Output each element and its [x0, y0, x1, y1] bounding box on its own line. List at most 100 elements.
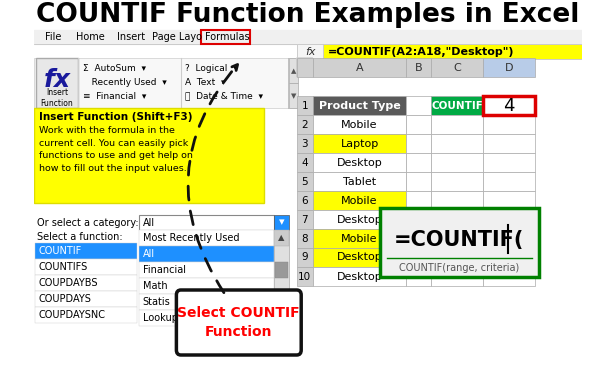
Text: Recently Used  ▾: Recently Used ▾	[83, 77, 167, 87]
Text: 8: 8	[301, 233, 308, 243]
Bar	[407, 267, 431, 286]
Bar	[139, 230, 274, 246]
Text: A  Text  ▾: A Text ▾	[185, 77, 226, 87]
Bar	[407, 229, 431, 248]
Text: 4: 4	[503, 97, 515, 114]
Bar	[297, 248, 313, 267]
Text: COUNTIF Function Examples in Excel: COUNTIF Function Examples in Excel	[36, 2, 579, 28]
Bar	[297, 134, 313, 153]
Bar	[274, 230, 288, 326]
Text: =COUNTIF(: =COUNTIF(	[394, 230, 525, 250]
Bar	[483, 229, 535, 248]
Text: Select a function:: Select a function:	[38, 232, 123, 242]
Text: COUPDAYS: COUPDAYS	[38, 294, 91, 304]
Bar	[313, 248, 407, 267]
Bar	[34, 30, 582, 44]
Bar	[313, 96, 407, 115]
Bar	[139, 278, 274, 294]
Bar	[313, 153, 407, 172]
Text: ▾: ▾	[279, 218, 284, 228]
Bar	[323, 44, 582, 59]
Text: ▲: ▲	[279, 233, 285, 242]
Bar	[34, 243, 137, 259]
Text: Math: Math	[143, 281, 167, 291]
Bar	[407, 115, 431, 134]
Text: Page Layo: Page Layo	[153, 32, 202, 42]
Bar	[431, 248, 483, 267]
Bar	[297, 191, 313, 210]
Bar	[407, 96, 431, 115]
Text: 9: 9	[301, 252, 308, 262]
Bar	[483, 134, 535, 153]
Bar	[313, 267, 407, 286]
Bar	[274, 215, 288, 230]
Bar	[407, 172, 431, 191]
Text: fx: fx	[44, 68, 71, 92]
Bar	[483, 96, 535, 115]
Bar	[407, 134, 431, 153]
Text: Most Recently Used: Most Recently Used	[143, 233, 239, 243]
Text: 7: 7	[301, 215, 308, 225]
Text: 10: 10	[298, 272, 311, 282]
Text: Lookup & Reference: Lookup & Reference	[143, 313, 240, 323]
Bar	[483, 248, 535, 267]
Bar	[407, 153, 431, 172]
Bar	[139, 310, 274, 326]
Text: Work with the formula in the
current cell. You can easily pick
functions to use : Work with the formula in the current cel…	[39, 126, 193, 172]
Text: C: C	[453, 63, 461, 73]
Bar	[313, 172, 407, 191]
Text: Insert Function (Shift+F3): Insert Function (Shift+F3)	[39, 112, 192, 122]
Text: ⌚  Date & Time  ▾: ⌚ Date & Time ▾	[185, 91, 263, 101]
Text: 6: 6	[301, 195, 308, 205]
Text: Desktop: Desktop	[337, 215, 383, 225]
Bar	[431, 115, 483, 134]
Text: Desktop: Desktop	[337, 252, 383, 262]
Bar	[313, 58, 407, 77]
Bar	[431, 134, 483, 153]
Bar	[483, 153, 535, 172]
Text: Product Type: Product Type	[319, 101, 400, 111]
Text: Select COUNTIF
Function: Select COUNTIF Function	[178, 306, 300, 339]
Bar	[139, 215, 274, 230]
Bar	[431, 229, 483, 248]
Bar	[431, 96, 483, 115]
Bar	[313, 134, 407, 153]
Polygon shape	[297, 58, 313, 77]
Text: COUNTIFS: COUNTIFS	[38, 262, 87, 272]
FancyBboxPatch shape	[177, 290, 301, 355]
Bar	[276, 262, 288, 278]
Text: File: File	[45, 32, 62, 42]
Bar	[34, 58, 297, 108]
Bar	[201, 30, 250, 44]
Bar	[313, 191, 407, 210]
Bar	[431, 172, 483, 191]
Text: Or select a category:: Or select a category:	[38, 218, 139, 228]
Bar	[313, 210, 407, 229]
Text: Statis: Statis	[143, 297, 170, 307]
Bar	[407, 191, 431, 210]
Bar	[431, 58, 483, 77]
Text: Formulas: Formulas	[205, 32, 250, 42]
Bar	[34, 108, 264, 203]
Bar	[483, 210, 535, 229]
Bar	[34, 307, 137, 323]
Bar	[431, 153, 483, 172]
Text: All: All	[143, 249, 154, 259]
Bar	[407, 248, 431, 267]
Bar	[431, 267, 483, 286]
Bar	[274, 230, 288, 246]
Bar	[313, 115, 407, 134]
Text: Laptop: Laptop	[341, 138, 379, 148]
Text: ≡  Financial  ▾: ≡ Financial ▾	[83, 91, 146, 101]
Text: COUNTIF: COUNTIF	[38, 246, 81, 256]
Text: COUPDAYSNC: COUPDAYSNC	[38, 310, 105, 320]
Bar	[297, 229, 313, 248]
Text: COUPDAYBS: COUPDAYBS	[38, 278, 98, 288]
Bar	[297, 58, 313, 77]
Bar	[431, 210, 483, 229]
Text: Mobile: Mobile	[341, 195, 378, 205]
Text: Desktop: Desktop	[337, 272, 383, 282]
Bar	[407, 58, 431, 77]
Text: B: B	[415, 63, 423, 73]
Text: fx: fx	[305, 47, 315, 57]
